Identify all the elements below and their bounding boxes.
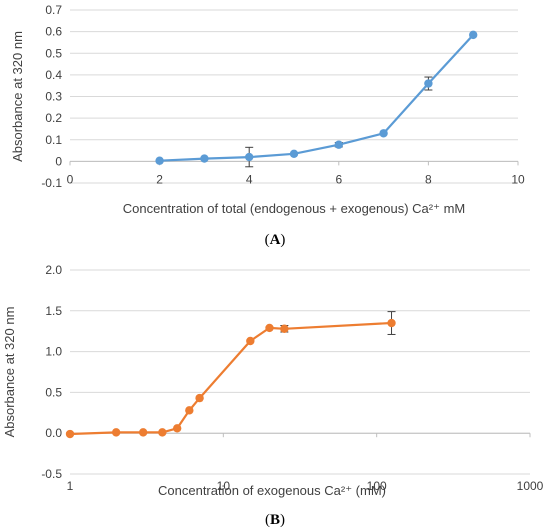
y-tick-label: 1.0 — [45, 345, 62, 359]
y-tick-label: -0.1 — [41, 176, 62, 190]
data-point — [155, 156, 164, 165]
x-axis-title: Concentration of exogenous Ca²⁺ (mM) — [158, 483, 386, 498]
data-point — [138, 428, 148, 437]
x-tick-label: 1000 — [517, 479, 544, 493]
data-point — [246, 336, 255, 346]
y-tick-label: 1.5 — [45, 304, 62, 318]
x-tick-label: 6 — [335, 172, 342, 186]
x-tick-label: 1 — [67, 479, 74, 493]
x-tick-label: 0 — [67, 172, 74, 186]
x-tick-label: 100 — [367, 479, 387, 493]
data-point — [334, 140, 343, 149]
data-point — [387, 318, 396, 328]
y-tick-label: 0.5 — [45, 46, 62, 60]
data-point — [469, 30, 478, 40]
x-axis-title: Concentration of total (endogenous + exo… — [123, 201, 466, 216]
data-point — [158, 428, 167, 437]
y-tick-label: -0.5 — [41, 467, 62, 481]
y-axis-title: Absorbance at 320 nm — [2, 307, 17, 438]
data-point — [424, 79, 433, 88]
y-tick-label: 0.3 — [45, 90, 62, 104]
chart-b: -0.5 0.0 0.5 1.0 1.5 2.0 1 10 100 1000 Concentrati… — [2, 263, 544, 528]
x-tick-label: 10 — [511, 172, 525, 186]
data-point — [195, 393, 204, 403]
y-axis-title: Absorbance at 320 nm — [10, 31, 25, 162]
data-point — [289, 149, 299, 159]
series-line — [159, 34, 475, 162]
y-tick-label: 0.2 — [45, 111, 62, 125]
y-tick-label: 0.5 — [45, 385, 62, 399]
x-tick-label: 2 — [156, 172, 163, 186]
data-point — [265, 323, 274, 333]
y-tick-label: 0 — [55, 154, 62, 168]
y-tick-label: 2.0 — [45, 263, 62, 277]
data-point — [65, 429, 75, 439]
data-point — [200, 154, 209, 163]
y-tick-label: 0.0 — [45, 426, 62, 440]
series-line — [69, 321, 392, 436]
data-point — [111, 428, 121, 437]
x-tick-label: 8 — [425, 172, 432, 186]
y-tick-label: 0.4 — [45, 68, 62, 82]
panel-label: (A) — [265, 232, 286, 248]
y-tick-label: 0.1 — [45, 133, 62, 147]
data-point — [185, 406, 194, 415]
y-tick-label: 0.6 — [45, 25, 62, 39]
x-tick-label: 4 — [246, 172, 253, 186]
x-tick-label: 10 — [217, 479, 231, 493]
y-tick-label: 0.7 — [45, 3, 62, 17]
panel-label: (B) — [265, 512, 285, 528]
data-point — [280, 324, 289, 333]
data-point — [172, 424, 182, 433]
data-point — [245, 152, 254, 162]
chart-a: -0.1 0 0.1 0.2 0.3 0.4 0.5 0.6 0.7 0 2 4 6 8 10 Concent… — [10, 3, 525, 248]
data-point — [379, 129, 388, 138]
